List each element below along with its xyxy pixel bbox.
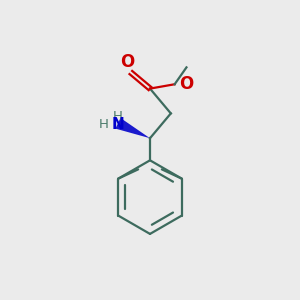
Text: O: O — [179, 75, 193, 93]
Text: H: H — [113, 110, 123, 123]
Text: N: N — [112, 117, 124, 132]
Polygon shape — [116, 118, 150, 138]
Text: O: O — [120, 53, 134, 71]
Text: H: H — [98, 118, 108, 131]
